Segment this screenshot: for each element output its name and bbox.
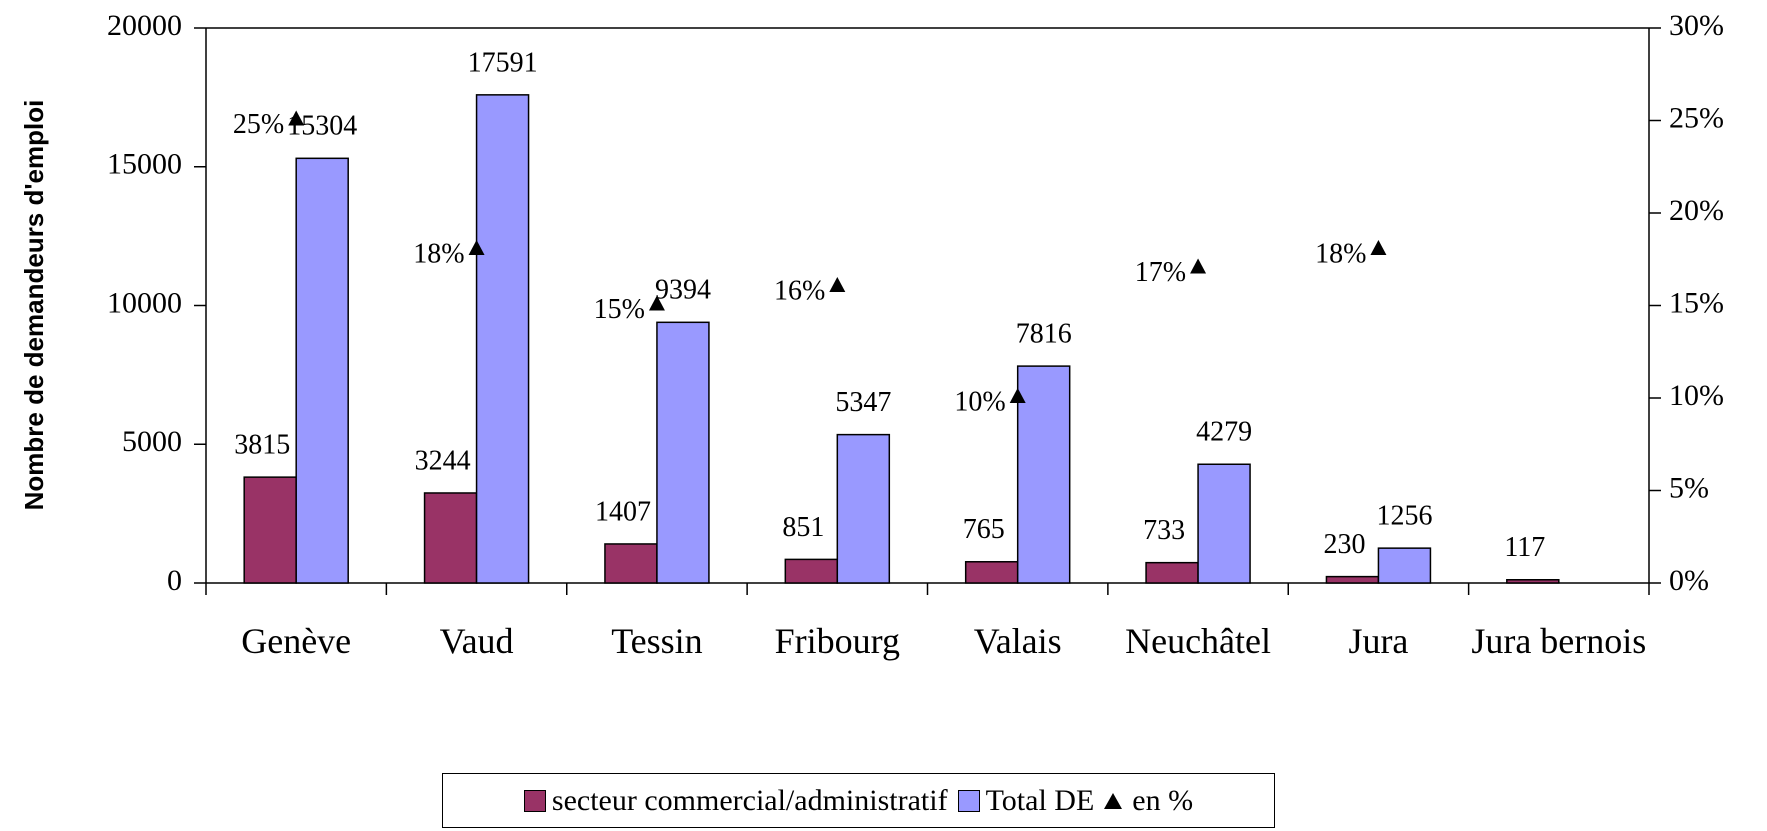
x-tick-label: Jura bernois [1471,621,1647,661]
x-tick-label: Fribourg [774,621,900,661]
x-tick-label: Vaud [439,621,514,661]
x-tick-label: Tessin [611,621,703,661]
y2-tick-label: 0% [1669,564,1709,597]
data-label: 9394 [655,275,711,306]
legend: secteur commercial/administratif Total DE… [442,773,1275,828]
legend-item: Total DE [957,783,1095,818]
y2-tick-label: 20% [1669,194,1724,227]
legend-swatch [523,789,546,812]
data-label: 851 [782,512,824,543]
legend-marker [1104,792,1123,809]
x-tick-label-box: Jura bernois [1471,621,1647,661]
x-tick-label-box: Valais [973,621,1062,661]
y-tick-label: 0 [167,564,182,597]
y-tick-label: 15000 [107,148,182,181]
bar [475,94,530,584]
x-tick-label-box: Jura [1348,621,1409,661]
legend-label: secteur commercial/administratif [551,783,948,817]
y2-tick-label: 10% [1669,379,1724,412]
x-tick-label-box: Neuchâtel [1125,621,1272,661]
data-label: 765 [963,514,1005,545]
y2-tick-label: 5% [1669,471,1709,504]
bar [656,321,710,584]
y2-tick-label: 30% [1669,9,1724,42]
x-tick-label: Neuchâtel [1125,621,1272,661]
data-label: 15% [594,294,645,325]
bar [964,561,1019,584]
data-label: 1407 [595,496,651,527]
bar [423,492,478,584]
x-tick-label-box: Genève [241,621,352,661]
x-tick-label-box: Fribourg [774,621,900,661]
data-label: 4279 [1196,417,1252,448]
data-label: 5347 [835,387,891,418]
x-tick-label-box: Vaud [439,621,514,661]
marker [1370,240,1387,255]
bar [784,558,839,584]
data-label: 17591 [468,47,538,78]
y-axis-label: Nombre de demandeurs d'emploi [19,100,49,511]
marker [829,277,846,292]
data-label: 18% [1315,238,1366,269]
marker [1190,258,1207,274]
bar [1325,575,1380,584]
x-tick-label: Jura [1348,621,1409,661]
y-tick-label: 20000 [107,9,182,42]
data-label: 18% [413,238,464,269]
marker [1009,388,1026,403]
data-label: 25% [233,109,284,140]
bar [1197,463,1251,584]
bar [836,433,891,584]
marker [288,110,305,126]
marker [648,295,665,311]
y-tick-label: 5000 [122,425,182,458]
x-tick-label-box: Tessin [611,621,703,661]
data-label: 10% [954,386,1005,417]
bar [1145,561,1199,584]
x-tick-label: Genève [241,621,352,661]
data-label: 3815 [234,430,290,461]
legend-label: Total DE [985,783,1095,817]
y2-tick-label: 15% [1669,286,1724,319]
data-label: 3244 [415,445,471,476]
y-tick-label: 10000 [107,286,182,319]
legend-item: secteur commercial/administratif [523,783,948,818]
bar [1377,547,1432,584]
legend-swatch [957,789,980,812]
bar [243,476,297,584]
data-label: 230 [1323,529,1365,560]
bar [295,157,349,584]
x-tick-label: Valais [973,621,1062,661]
marker [468,240,485,255]
legend-item: en % [1104,784,1193,818]
data-label: 16% [774,275,825,306]
data-label: 117 [1504,532,1545,563]
bar [604,543,658,584]
y2-tick-label: 25% [1669,101,1724,134]
data-label: 1256 [1376,501,1432,532]
data-label: 733 [1143,515,1185,546]
data-label: 17% [1135,257,1186,288]
bar [1506,579,1560,584]
legend-label: en % [1132,783,1194,817]
bar [1016,365,1071,584]
data-label: 7816 [1016,319,1072,350]
